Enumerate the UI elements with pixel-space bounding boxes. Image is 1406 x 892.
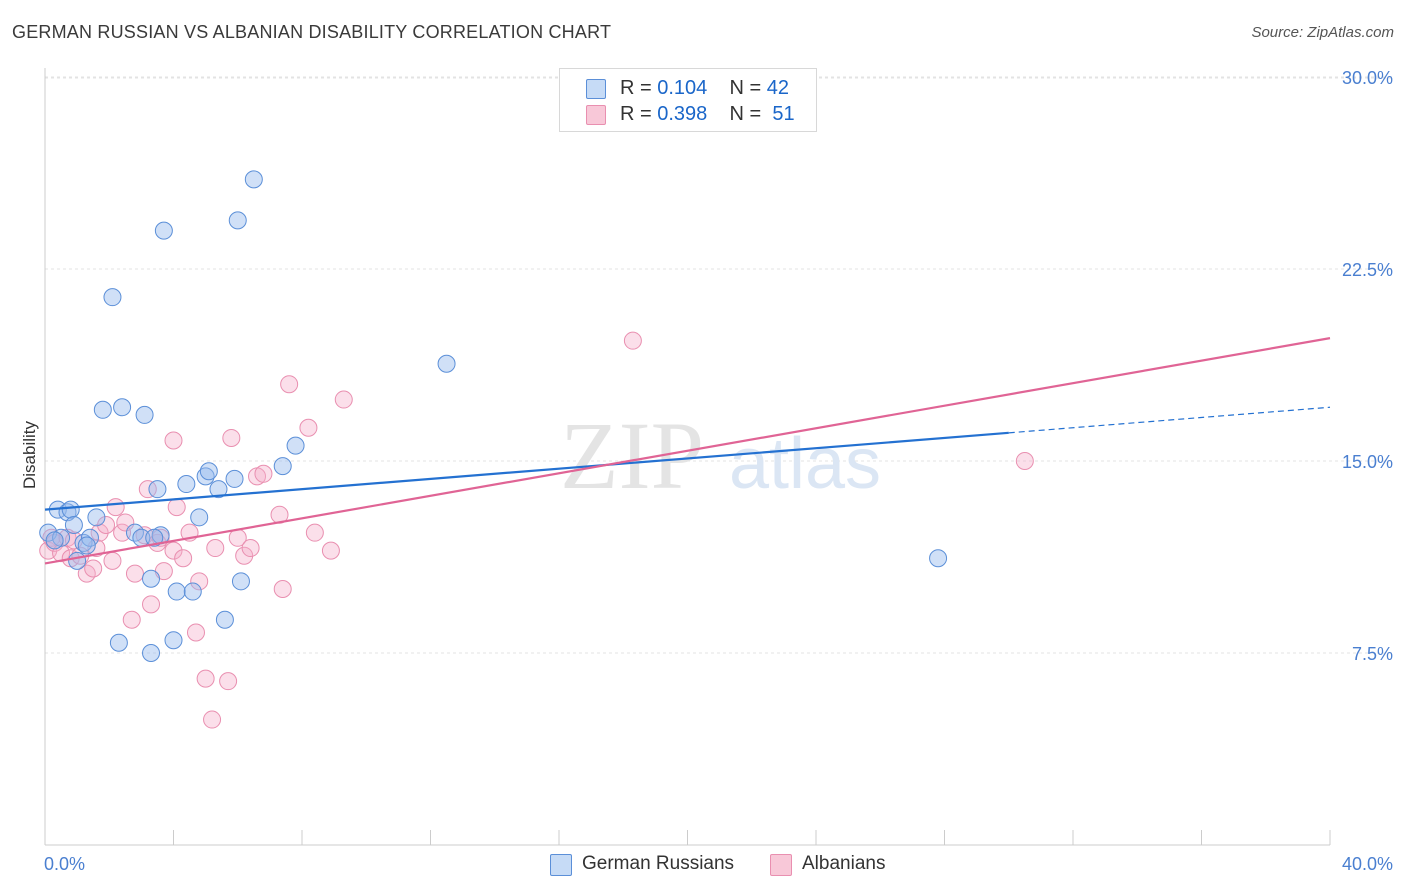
german-russian-point	[244, 170, 263, 189]
german-russian-point	[93, 400, 112, 419]
bottom-german-label: German Russians	[582, 853, 735, 874]
german-russian-point	[61, 500, 80, 519]
legend-text-albanian: R = 0.398 N = 51	[620, 103, 795, 125]
legend-text-german: R = 0.104 N = 42	[620, 77, 790, 99]
watermark: ZIP atlas	[560, 402, 881, 509]
albanian-point	[241, 539, 260, 558]
albanian-point	[90, 523, 109, 542]
german-russian-point	[183, 582, 202, 601]
german-russian-point	[228, 211, 247, 230]
albanian-point	[97, 516, 116, 534]
y-tick-label: 15.0%	[1342, 452, 1393, 472]
german-russian-point	[87, 508, 106, 527]
x-tick-label: 0.0%	[44, 854, 85, 874]
y-tick-label: 22.5%	[1342, 260, 1393, 280]
albanian-point	[305, 523, 324, 542]
albanian-point	[299, 418, 318, 437]
albanian-trend-line	[44, 337, 1331, 565]
german-russian-point	[109, 633, 128, 652]
albanian-point	[196, 669, 215, 688]
bottom-albanian-swatch	[770, 854, 792, 876]
y-tick-label: 7.5%	[1352, 644, 1393, 664]
axes	[44, 68, 1331, 846]
x-tick-label: 40.0%	[1342, 854, 1393, 874]
y-axis-label: Disability	[20, 420, 39, 490]
german-russian-point	[45, 531, 64, 550]
albanian-point	[164, 541, 183, 560]
german-russian-point	[164, 631, 183, 650]
albanian-point	[623, 331, 642, 350]
chart-title: GERMAN RUSSIAN VS ALBANIAN DISABILITY CO…	[12, 22, 612, 42]
german-russian-point	[273, 457, 292, 476]
albanian-point	[273, 580, 292, 598]
points	[39, 170, 1034, 729]
source-label: Source: ZipAtlas.com	[1251, 24, 1394, 41]
german-russian-point	[215, 610, 234, 629]
albanian-point	[84, 559, 103, 578]
albanian-point	[254, 464, 273, 483]
albanian-point	[113, 523, 132, 542]
ticks: 7.5% 15.0% 22.5% 30.0% 0.0% 40.0%	[44, 68, 1393, 874]
german-russian-point	[142, 569, 161, 588]
albanian-point	[280, 375, 299, 394]
german-russian-point	[929, 549, 948, 568]
german-russian-point	[103, 288, 122, 307]
german-russian-point	[145, 528, 164, 547]
albanian-point	[138, 480, 157, 499]
german-russian-point	[199, 462, 218, 481]
german-russian-point	[68, 551, 87, 570]
albanian-point	[321, 541, 340, 560]
albanian-point	[42, 528, 61, 547]
german-russian-point	[113, 398, 132, 417]
german-russian-point	[154, 221, 173, 240]
german-russian-point	[196, 467, 215, 486]
german-trend-extension	[1008, 406, 1331, 434]
watermark-zip: ZIP	[560, 402, 704, 509]
albanian-point	[164, 431, 183, 450]
german-russian-point	[225, 469, 244, 488]
albanian-point	[219, 672, 238, 691]
german-russian-point	[77, 536, 96, 555]
grid-lines	[45, 76, 1392, 654]
german-russian-point	[231, 572, 250, 591]
german-trend-line	[44, 431, 1009, 511]
bottom-german-swatch	[550, 854, 572, 876]
german-russian-point	[64, 516, 83, 534]
watermark-atlas: atlas	[729, 424, 881, 504]
albanian-point	[222, 428, 241, 447]
albanian-point	[125, 564, 144, 583]
albanian-point	[334, 390, 353, 409]
albanian-point	[167, 498, 186, 517]
german-russian-point	[209, 480, 228, 499]
albanian-point	[122, 610, 141, 629]
albanian-point	[174, 549, 193, 568]
albanian-point	[103, 551, 122, 570]
german-russian-point	[177, 475, 196, 494]
german-russian-point	[286, 436, 305, 455]
trend-lines	[44, 337, 1331, 565]
albanian-point	[106, 498, 125, 517]
albanian-point	[1015, 452, 1034, 470]
albanian-point	[203, 710, 222, 729]
albanian-point	[235, 546, 254, 565]
albanian-swatch	[586, 105, 606, 125]
correlation-legend: R = 0.104 N = 42 R = 0.398 N = 51	[559, 68, 817, 132]
german-russian-point	[142, 644, 161, 662]
bottom-albanian-label: Albanians	[802, 853, 886, 874]
german-swatch	[586, 79, 606, 99]
german-russian-point	[437, 354, 456, 373]
albanian-point	[142, 595, 161, 614]
y-tick-label: 30.0%	[1342, 68, 1393, 88]
albanian-point	[190, 572, 209, 591]
albanian-point	[186, 623, 205, 642]
german-russian-point	[135, 405, 154, 424]
german-russian-point	[148, 480, 167, 499]
german-russian-point	[167, 582, 186, 601]
albanian-point	[206, 539, 225, 558]
german-russian-point	[190, 508, 209, 527]
